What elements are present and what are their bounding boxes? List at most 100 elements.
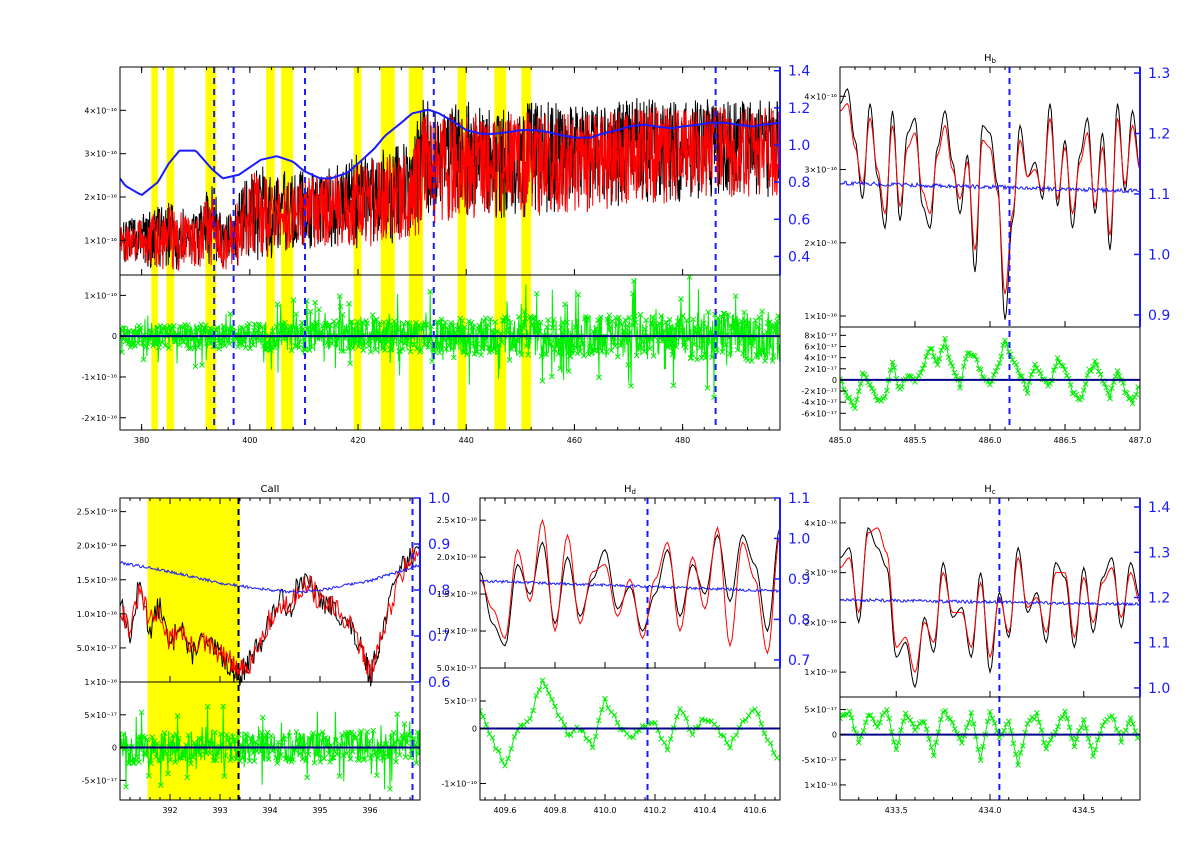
residual-point — [187, 760, 194, 767]
x-tick-label: 433.5 — [885, 806, 908, 815]
residual-point — [758, 720, 765, 727]
residual-point — [1037, 370, 1044, 377]
residual-point — [889, 359, 896, 366]
residual-point — [210, 757, 217, 764]
residual-point — [945, 354, 952, 361]
y-tick-label: 5.0×10⁻¹⁷ — [437, 664, 477, 673]
residual-point — [774, 318, 780, 324]
residual-point — [274, 301, 281, 308]
residual-point — [421, 341, 428, 348]
residual-point — [123, 337, 130, 344]
residual-point — [539, 677, 546, 684]
residual-point — [347, 360, 353, 367]
residual-point — [1060, 363, 1066, 369]
residual-point — [661, 739, 668, 746]
residual-point — [300, 326, 306, 333]
residual-point — [343, 750, 350, 757]
residual-point — [964, 350, 971, 357]
residual-point — [175, 735, 182, 742]
residual-point — [225, 737, 231, 743]
residual-point — [614, 353, 621, 360]
residual-point — [912, 727, 918, 734]
residual-point — [257, 748, 264, 755]
residual-point — [219, 339, 226, 345]
residual-point — [361, 755, 368, 762]
residual-point — [923, 726, 930, 733]
residual-point — [273, 323, 280, 330]
residual-point — [689, 351, 696, 357]
residual-y-tick-label: -5×10⁻¹⁷ — [82, 776, 118, 785]
residual-point — [149, 734, 156, 740]
residual-point — [185, 322, 191, 329]
x-tick-label: 410.2 — [644, 806, 667, 815]
residual-point — [515, 338, 521, 345]
residual-point — [391, 739, 398, 745]
residual-point — [366, 343, 372, 349]
x-tick-label: 392 — [162, 806, 177, 815]
residual-point — [772, 327, 779, 334]
residual-point — [557, 365, 564, 372]
x-tick-label: 394 — [262, 806, 277, 815]
residual-point — [1129, 400, 1136, 407]
residual-point — [258, 730, 265, 736]
residual-point — [545, 690, 552, 696]
mask-band — [266, 67, 275, 430]
residual-point — [752, 317, 759, 324]
residual-point — [396, 752, 403, 758]
residual-frame — [479, 667, 781, 801]
residual-point — [192, 363, 199, 370]
residual-point — [637, 311, 644, 318]
right-tick-label: 0.8 — [788, 612, 810, 628]
residual-point — [755, 710, 761, 717]
residual-point — [719, 349, 726, 355]
x-tick-label: 480 — [675, 436, 690, 445]
residual-point — [1050, 367, 1057, 374]
residual-point — [592, 347, 599, 354]
residual-point — [1082, 381, 1089, 387]
residual-point — [376, 321, 383, 328]
residual-point — [307, 736, 314, 743]
residual-point — [975, 746, 982, 753]
x-tick-label: 420 — [350, 436, 365, 445]
residual-point — [224, 336, 231, 343]
residual-point — [539, 378, 546, 384]
residual-point — [1083, 725, 1089, 732]
y-tick-label: 1×10⁻¹⁶ — [804, 312, 837, 321]
y-tick-label: 3×10⁻¹⁶ — [804, 569, 837, 578]
residual-point — [977, 757, 984, 763]
residual-point — [372, 749, 379, 756]
residual-point — [566, 353, 573, 359]
residual-point — [256, 735, 263, 742]
residual-point — [706, 339, 713, 345]
residual-point — [857, 381, 864, 387]
residual-point — [188, 328, 195, 335]
residual-point — [583, 735, 590, 742]
residual-point — [335, 318, 342, 324]
residual-point — [412, 741, 419, 748]
residual-point — [614, 720, 621, 726]
residual-point — [619, 321, 626, 327]
residual-point — [992, 368, 999, 375]
residual-point — [411, 341, 418, 348]
model-spectrum — [840, 102, 1140, 295]
residual-series — [120, 703, 420, 792]
mask-band — [353, 67, 362, 430]
residual-point — [709, 354, 715, 361]
observed-spectrum — [840, 526, 1140, 689]
residual-point — [1005, 718, 1012, 725]
residual-point — [1064, 372, 1070, 379]
y-tick-label: 5.0×10⁻¹⁷ — [77, 644, 117, 653]
residual-point — [746, 319, 752, 326]
residual-point — [480, 713, 486, 720]
residual-point — [530, 322, 536, 329]
residual-point — [632, 319, 639, 326]
residual-point — [1009, 356, 1016, 363]
residual-point — [346, 300, 352, 307]
residual-point — [378, 337, 385, 344]
residual-point — [942, 335, 948, 342]
y-tick-label: 2×10⁻¹⁶ — [804, 239, 837, 248]
residual-point — [305, 329, 312, 335]
residual-point — [402, 754, 409, 760]
residual-point — [238, 741, 245, 748]
residual-point — [462, 324, 468, 331]
